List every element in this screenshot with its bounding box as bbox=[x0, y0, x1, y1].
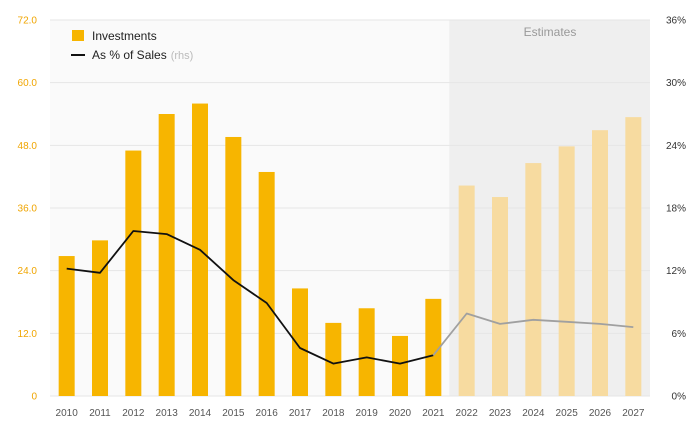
bar-investments-2011 bbox=[92, 240, 108, 396]
y-right-tick-label: 36% bbox=[666, 16, 686, 27]
y-left-tick-label: 72.0 bbox=[18, 16, 38, 27]
x-tick-label: 2011 bbox=[89, 408, 111, 419]
legend: Investments As % of Sales (rhs) bbox=[71, 29, 193, 62]
x-tick-label: 2019 bbox=[356, 408, 379, 419]
bar-investments-2020 bbox=[392, 335, 408, 396]
y-left-tick-label: 0 bbox=[31, 392, 37, 403]
bar-investments-2018 bbox=[325, 322, 342, 396]
bar-series-investments bbox=[58, 103, 642, 397]
x-tick-label: 2021 bbox=[422, 408, 445, 419]
x-tick-label: 2018 bbox=[322, 408, 345, 419]
bar-investments-2012 bbox=[125, 150, 142, 396]
bar-investments-2027 bbox=[625, 117, 642, 396]
bar-investments-2025 bbox=[558, 146, 575, 396]
x-tick-label: 2016 bbox=[256, 408, 279, 419]
y-left-tick-label: 12.0 bbox=[18, 329, 38, 340]
y-right-tick-label: 12% bbox=[666, 266, 686, 277]
y-left-tick-label: 48.0 bbox=[18, 141, 38, 152]
line-pct-of-sales-actual bbox=[66, 230, 434, 365]
legend-label-rhs: (rhs) bbox=[171, 50, 194, 62]
line-pct-of-sales-estimate bbox=[432, 312, 634, 356]
x-tick-label: 2017 bbox=[289, 408, 312, 419]
x-tick-label: 2015 bbox=[222, 408, 245, 419]
right-axis-ticks: 0% 6% 12% 18% 24% 30% 36% bbox=[666, 16, 686, 403]
bar-investments-2015 bbox=[225, 136, 242, 396]
x-tick-label: 2023 bbox=[489, 408, 512, 419]
x-tick-label: 2012 bbox=[122, 408, 145, 419]
y-left-tick-label: 24.0 bbox=[18, 266, 38, 277]
bar-investments-2022 bbox=[458, 185, 475, 396]
x-tick-label: 2020 bbox=[389, 408, 412, 419]
x-tick-label: 2014 bbox=[189, 408, 212, 419]
x-tick-label: 2027 bbox=[622, 408, 645, 419]
y-right-tick-label: 18% bbox=[666, 204, 686, 215]
bar-investments-2017 bbox=[292, 288, 308, 396]
legend-label-pct-of-sales: As % of Sales (rhs) bbox=[92, 48, 193, 62]
y-right-tick-label: 0% bbox=[672, 392, 687, 403]
bar-investments-2019 bbox=[358, 308, 375, 396]
legend-swatch-investments bbox=[72, 30, 84, 41]
x-tick-label: 2022 bbox=[456, 408, 479, 419]
y-left-tick-label: 60.0 bbox=[18, 78, 38, 89]
bar-investments-2021 bbox=[425, 298, 442, 396]
legend-label-pct-of-sales-main: As % of Sales bbox=[92, 48, 167, 62]
left-axis-ticks: 0 12.0 24.0 36.0 48.0 60.0 72.0 bbox=[18, 16, 38, 403]
bar-investments-2023 bbox=[492, 197, 508, 396]
estimates-label: Estimates bbox=[524, 25, 577, 39]
y-right-tick-label: 30% bbox=[666, 78, 686, 89]
gridlines bbox=[50, 19, 650, 397]
bar-investments-2010 bbox=[58, 256, 75, 396]
x-tick-label: 2026 bbox=[589, 408, 612, 419]
x-tick-label: 2013 bbox=[156, 408, 179, 419]
y-right-tick-label: 24% bbox=[666, 141, 686, 152]
legend-label-investments: Investments bbox=[92, 29, 157, 43]
x-tick-label: 2024 bbox=[522, 408, 545, 419]
x-tick-label: 2010 bbox=[56, 408, 79, 419]
x-axis-ticks: 2010 2011 2012 2013 2014 2015 2016 2017 2018 2019… bbox=[56, 408, 645, 419]
bar-investments-2026 bbox=[592, 130, 608, 396]
x-tick-label: 2025 bbox=[556, 408, 579, 419]
bar-investments-2024 bbox=[525, 163, 542, 396]
y-left-tick-label: 36.0 bbox=[18, 204, 38, 215]
bar-investments-2016 bbox=[258, 171, 275, 396]
bar-investments-2013 bbox=[158, 114, 175, 396]
y-right-tick-label: 6% bbox=[672, 329, 687, 340]
line-series-pct-of-sales bbox=[66, 230, 634, 365]
